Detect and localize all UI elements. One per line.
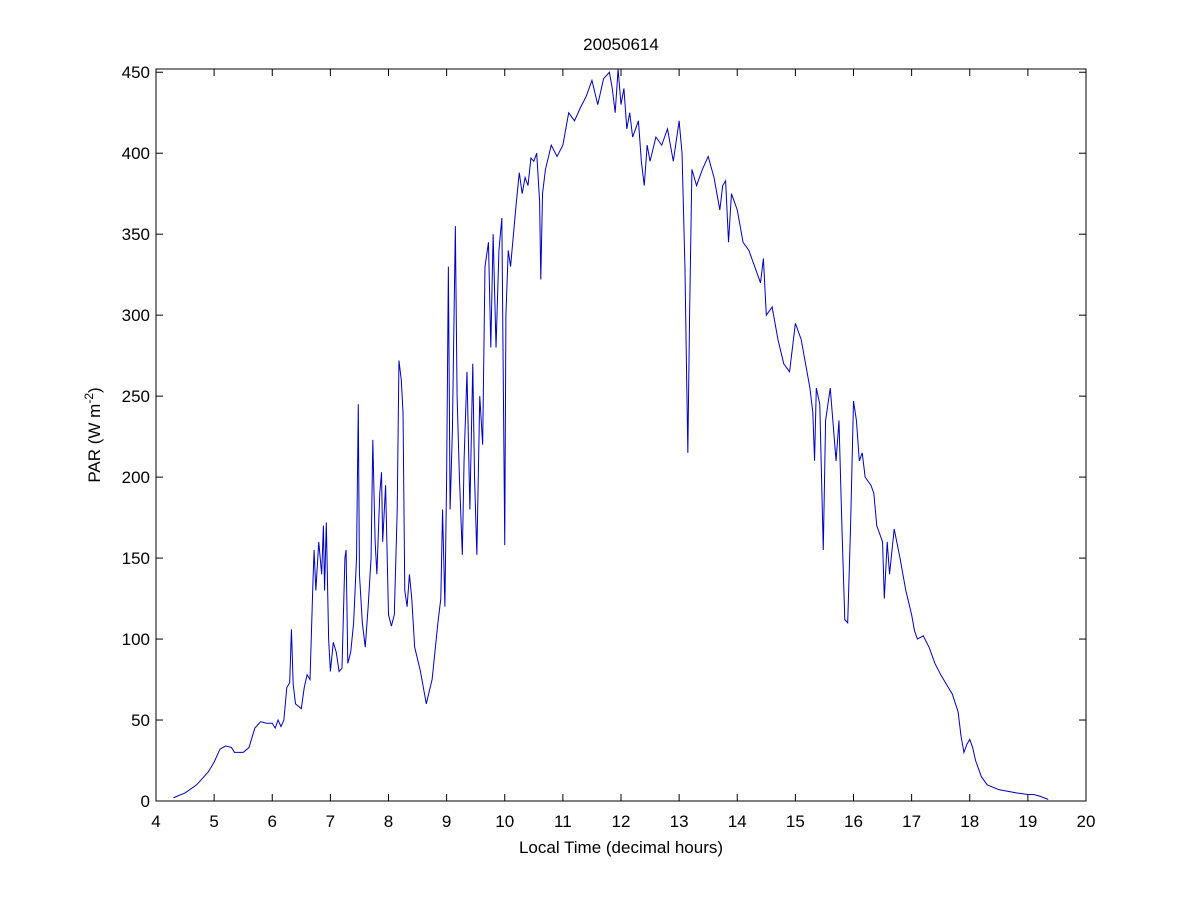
x-tick-label: 15	[786, 812, 805, 831]
x-tick-label: 16	[844, 812, 863, 831]
x-tick-label: 19	[1018, 812, 1037, 831]
x-tick-label: 8	[384, 812, 393, 831]
x-tick-label: 17	[902, 812, 921, 831]
y-label-exponent: -2	[82, 393, 96, 404]
y-axis-label: PAR (W m-2)	[82, 387, 104, 482]
y-tick-label: 450	[122, 63, 150, 82]
y-tick-label: 150	[122, 549, 150, 568]
x-tick-label: 6	[268, 812, 277, 831]
x-tick-label: 18	[960, 812, 979, 831]
y-tick-label: 250	[122, 387, 150, 406]
y-tick-label: 300	[122, 306, 150, 325]
y-label-text: PAR (W m	[85, 404, 104, 483]
x-tick-label: 7	[326, 812, 335, 831]
y-tick-label: 0	[141, 792, 150, 811]
x-tick-label: 10	[495, 812, 514, 831]
y-label-text: )	[85, 387, 104, 393]
x-tick-label: 14	[728, 812, 747, 831]
y-tick-label: 400	[122, 144, 150, 163]
y-tick-label: 350	[122, 225, 150, 244]
x-axis-label: Local Time (decimal hours)	[519, 838, 723, 857]
data-line	[173, 68, 1049, 800]
x-tick-label: 11	[554, 812, 572, 831]
x-tick-label: 5	[209, 812, 218, 831]
x-tick-label: 13	[670, 812, 689, 831]
y-tick-label: 200	[122, 468, 150, 487]
chart-title: 20050614	[583, 35, 659, 54]
plot-box	[155, 68, 1087, 802]
y-tick-label: 50	[131, 711, 150, 730]
x-tick-label: 9	[442, 812, 451, 831]
y-tick-label: 100	[122, 630, 150, 649]
x-tick-label: 12	[612, 812, 631, 831]
x-tick-label: 20	[1077, 812, 1096, 831]
x-tick-label: 4	[151, 812, 160, 831]
